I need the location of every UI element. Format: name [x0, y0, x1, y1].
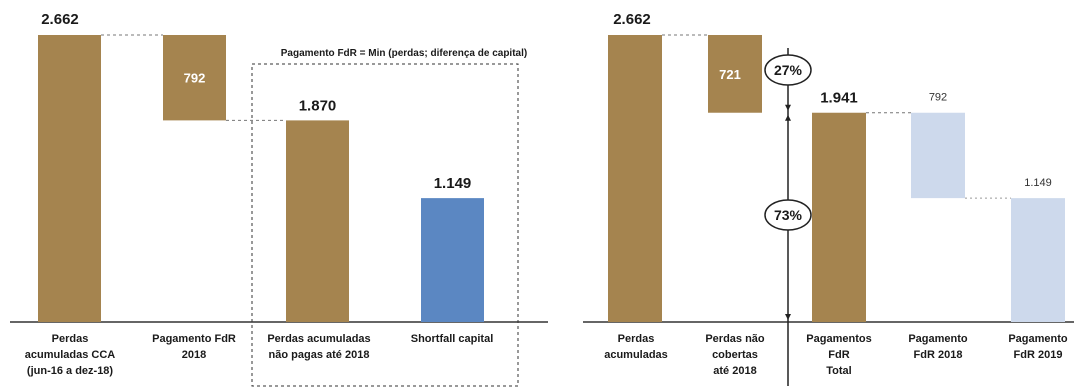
category-label: Perdas acumuladas não pagas até 2018	[267, 333, 370, 361]
category-label: Perdas acumuladas CCA (jun-16 a dez-18)	[25, 333, 116, 377]
bar-pagamento-fdr-2018	[163, 35, 226, 121]
value-label: 1.941	[820, 90, 858, 107]
percentage-label: 27%	[774, 62, 803, 78]
value-label: 2.662	[613, 11, 651, 28]
annotation-text: Pagamento FdR = Min (perdas; diferença d…	[281, 48, 527, 59]
category-label: Shortfall capital	[411, 333, 494, 345]
right-waterfall-chart: 2.662 721 1.941 792 1.149 27% 73% Perdas acumula…	[583, 11, 1074, 386]
bar-perdas-acumuladas	[608, 35, 662, 322]
annotation-box	[251, 63, 519, 387]
value-label: 2.662	[41, 11, 79, 28]
category-label: Perdas não cobertas até 2018	[705, 333, 765, 377]
category-label: Pagamentos FdR Total	[806, 333, 871, 377]
category-label: Pagamento FdR 2018	[152, 333, 236, 361]
arrow-head-icon	[785, 314, 791, 320]
bar-shortfall-capital	[421, 198, 484, 322]
value-label: 792	[184, 71, 206, 86]
value-label: 1.149	[434, 175, 472, 192]
left-waterfall-chart: 2.662 792 1.870 1.149 Pagamento FdR = Min (p…	[10, 11, 548, 387]
bar-perdas-acumuladas-cca	[38, 35, 101, 322]
bar-perdas-nao-pagas	[286, 120, 349, 322]
percentage-bubble	[764, 199, 812, 231]
bar-pagamento-fdr-2018	[911, 112, 965, 199]
bar-pagamento-fdr-2019	[1011, 198, 1065, 322]
value-label: 1.870	[299, 97, 337, 114]
category-label: Perdas acumuladas	[604, 333, 668, 361]
value-label: 792	[929, 92, 947, 104]
value-label: 721	[719, 67, 741, 82]
category-label: Pagamento FdR 2018	[908, 333, 968, 361]
percentage-label: 73%	[774, 207, 803, 223]
category-label: Pagamento FdR 2019	[1008, 333, 1068, 361]
bar-pagamentos-fdr-total	[812, 112, 866, 322]
value-label: 1.149	[1024, 177, 1052, 189]
arrow-head-icon	[785, 104, 791, 111]
bar-perdas-nao-cobertas	[708, 35, 762, 113]
percentage-bubble	[764, 54, 812, 86]
arrow-head-icon	[785, 114, 791, 121]
